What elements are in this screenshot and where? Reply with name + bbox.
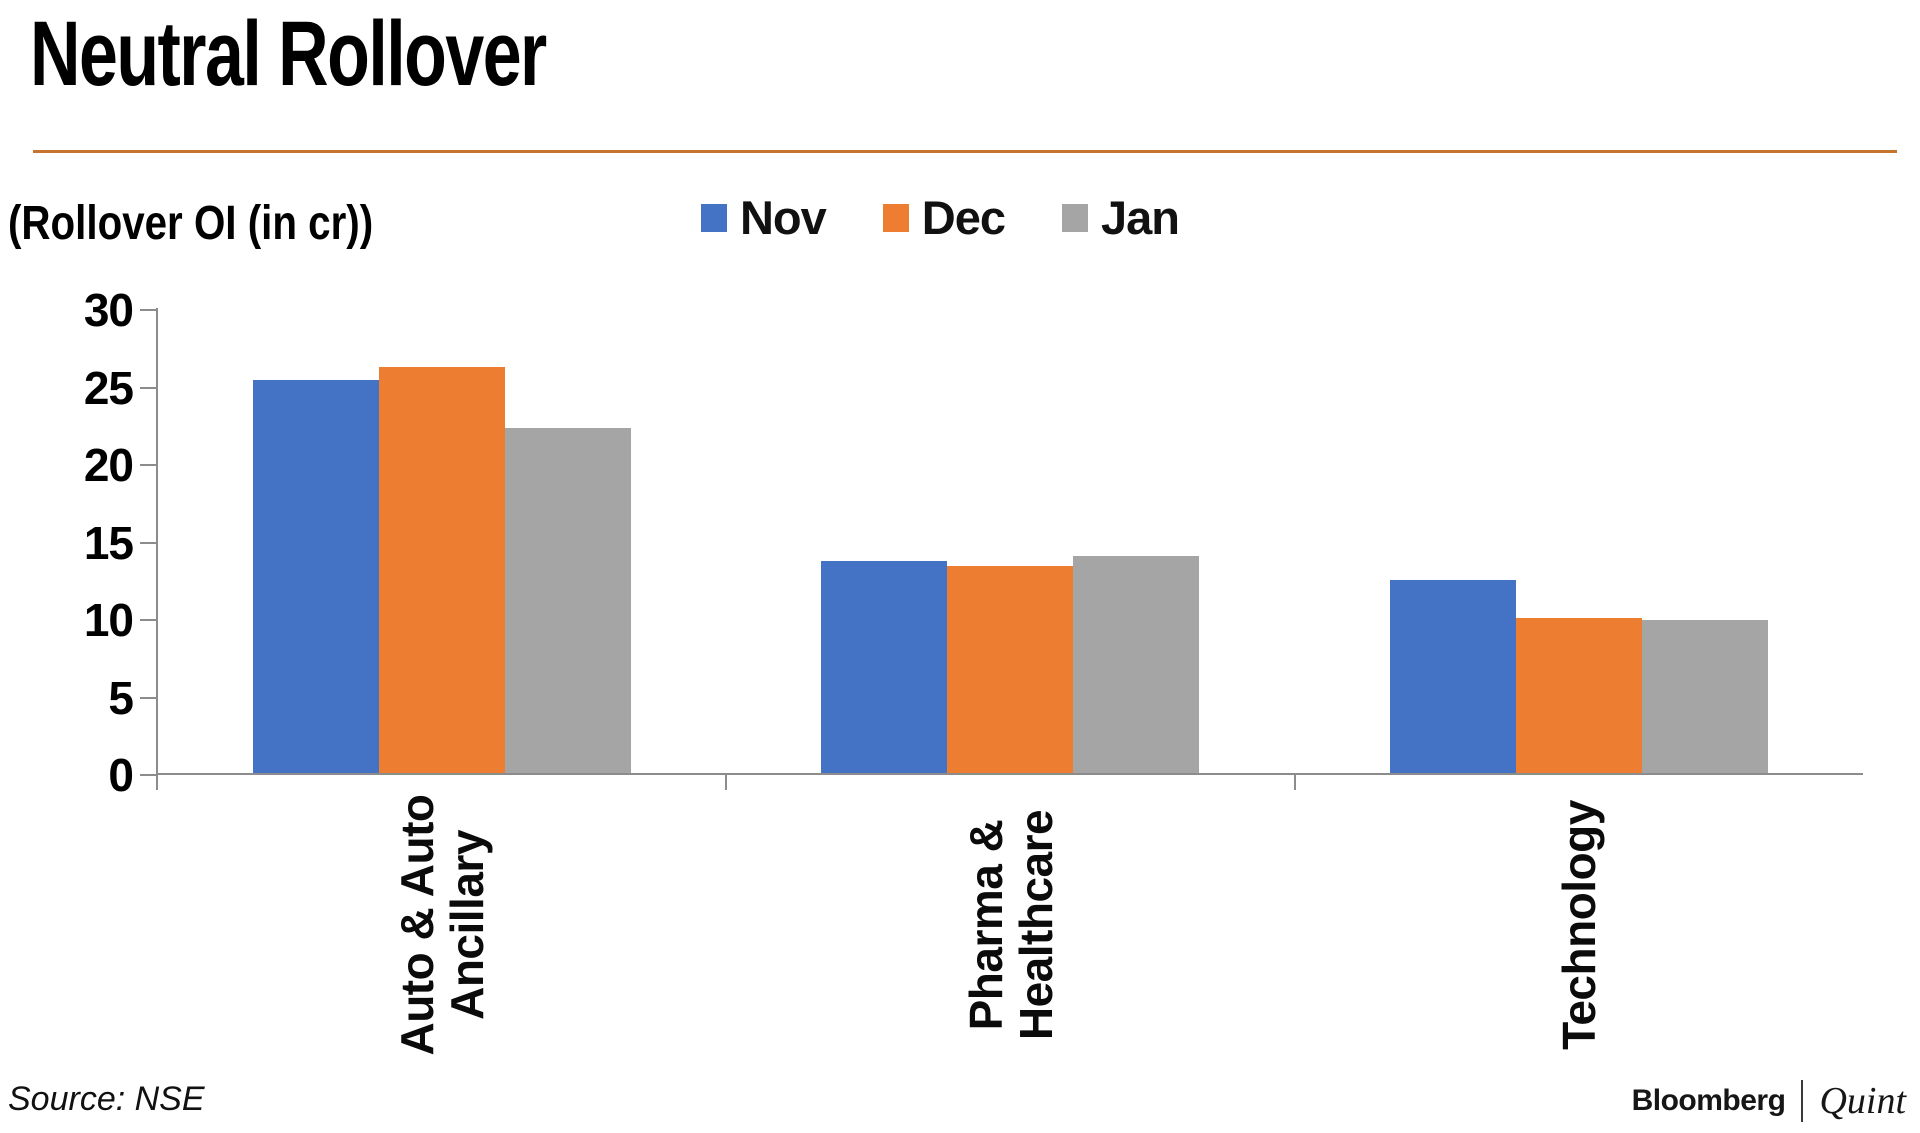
x-axis-category-label: Pharma & Healthcare	[959, 755, 1062, 1095]
y-axis-tick	[140, 774, 156, 776]
bar-nov-1	[253, 379, 379, 775]
legend-label-nov: Nov	[739, 191, 827, 244]
x-axis-line	[156, 773, 1863, 775]
brand-logo: Bloomberg Quint	[1632, 1076, 1906, 1126]
y-axis-tick-label: 5	[108, 671, 134, 724]
legend-swatch-dec	[882, 203, 909, 232]
y-axis-line	[156, 308, 158, 790]
legend-item-jan: Jan	[1062, 191, 1180, 244]
chart-legend: Nov Dec Jan	[0, 194, 1880, 241]
x-axis-category-label-line: Auto & Auto	[391, 794, 444, 1056]
x-axis-tick	[725, 775, 728, 790]
brand-quint-wordmark: Quint	[1819, 1080, 1906, 1122]
y-axis-tick-label: 0	[108, 749, 134, 801]
x-axis-category-label-line: Healthcare	[1009, 809, 1062, 1041]
bar-jan-3	[1641, 620, 1768, 775]
y-axis-tick	[140, 309, 156, 311]
legend-item-nov: Nov	[700, 191, 827, 244]
brand-bloomberg-wordmark: Bloomberg	[1631, 1084, 1786, 1117]
plot-area: 0 5 10 15 20 25 30 Auto & Auto Ancillary Pharma &…	[84, 284, 1863, 1056]
x-axis-category-label-line: Pharma &	[959, 819, 1012, 1031]
y-axis-tick-label: 30	[83, 284, 134, 336]
y-axis-caption: (Rollover OI (in cr))	[8, 197, 374, 250]
bar-nov-2	[821, 561, 948, 775]
legend-swatch-jan	[1062, 203, 1089, 232]
y-axis-tick	[140, 386, 156, 389]
y-axis-tick	[140, 696, 156, 699]
y-axis-tick	[140, 541, 156, 544]
y-axis-tick	[140, 464, 156, 466]
legend-swatch-nov	[700, 203, 727, 232]
legend-label-jan: Jan	[1101, 191, 1180, 244]
x-axis-category-label-line: Technology	[1552, 800, 1605, 1050]
y-axis-tick	[140, 619, 156, 621]
x-axis-category-label-line: Ancillary	[441, 830, 494, 1020]
bar-jan-2	[1073, 556, 1200, 775]
y-axis-tick-label: 25	[83, 361, 134, 414]
bar-nov-3	[1389, 579, 1516, 775]
x-axis-tick	[1293, 775, 1296, 790]
legend-item-dec: Dec	[882, 191, 1006, 244]
x-axis-category-label: Auto & Auto Ancillary	[391, 755, 494, 1095]
legend-label-dec: Dec	[921, 191, 1006, 244]
bar-dec-2	[947, 565, 1074, 775]
x-axis-category-label: Technology	[1552, 755, 1605, 1095]
y-axis-tick-label: 20	[83, 439, 134, 491]
title-divider-rule	[33, 150, 1897, 153]
source-note: Source: NSE	[8, 1080, 205, 1118]
y-axis-tick-label: 10	[83, 594, 134, 646]
bar-dec-3	[1515, 618, 1642, 775]
y-axis-tick-label: 15	[83, 516, 134, 569]
bar-dec-1	[379, 367, 505, 775]
chart-title: Neutral Rollover	[30, 3, 547, 105]
bar-jan-1	[505, 427, 631, 775]
brand-separator	[1801, 1080, 1804, 1122]
